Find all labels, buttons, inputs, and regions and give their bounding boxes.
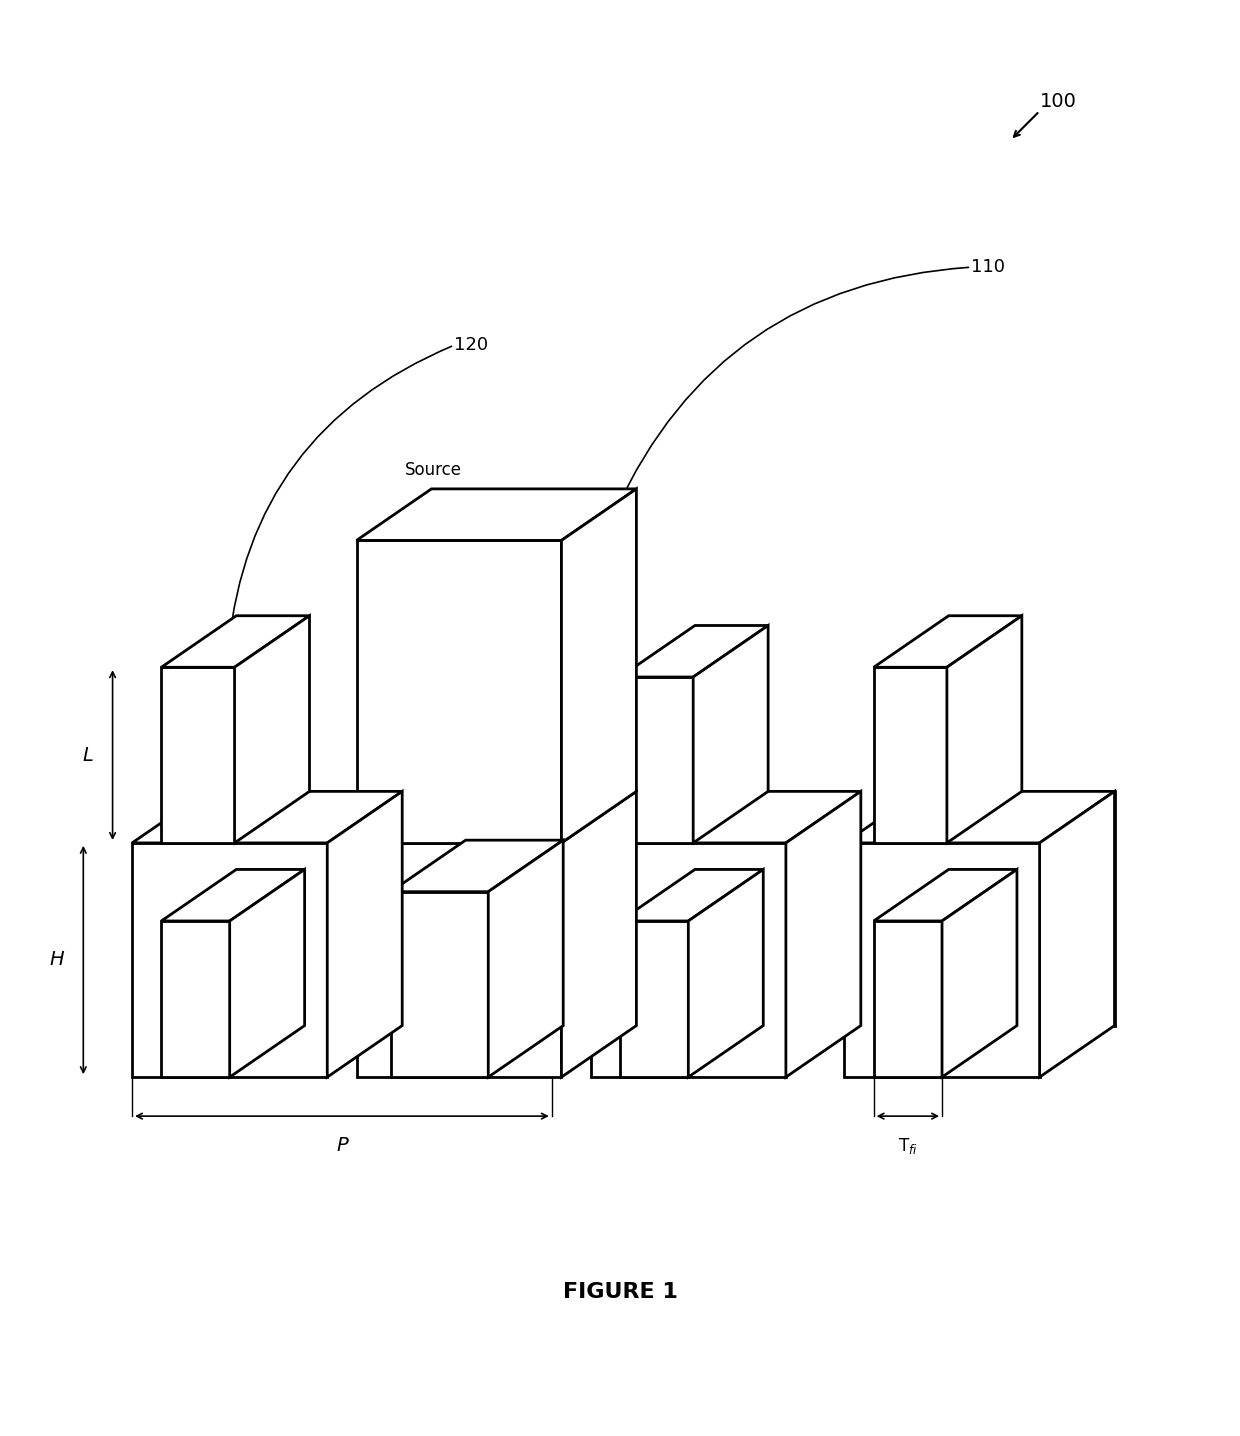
Polygon shape — [562, 791, 636, 1077]
Polygon shape — [590, 843, 786, 1077]
Polygon shape — [844, 843, 1039, 1077]
Text: T$_{fi}$: T$_{fi}$ — [898, 1136, 918, 1156]
Polygon shape — [590, 791, 861, 843]
Text: L: L — [82, 745, 93, 764]
Polygon shape — [133, 791, 402, 843]
Polygon shape — [357, 540, 562, 843]
Polygon shape — [844, 791, 1115, 843]
Polygon shape — [947, 616, 1022, 843]
Text: Source: Source — [405, 461, 463, 480]
Polygon shape — [357, 488, 636, 540]
Polygon shape — [942, 869, 1017, 1077]
Polygon shape — [693, 626, 768, 843]
Polygon shape — [391, 892, 489, 1077]
Polygon shape — [161, 668, 234, 843]
Polygon shape — [688, 869, 764, 1077]
Polygon shape — [161, 920, 229, 1077]
Polygon shape — [234, 616, 310, 843]
Polygon shape — [874, 869, 1017, 920]
Text: 100: 100 — [1039, 92, 1076, 111]
Polygon shape — [620, 920, 688, 1077]
Text: Drain: Drain — [417, 985, 463, 1002]
Text: H: H — [50, 951, 63, 969]
Polygon shape — [786, 791, 861, 1077]
Polygon shape — [620, 869, 764, 920]
Polygon shape — [161, 869, 305, 920]
Polygon shape — [357, 843, 562, 1077]
Polygon shape — [229, 869, 305, 1077]
Polygon shape — [874, 920, 942, 1077]
Polygon shape — [1039, 791, 1115, 1077]
Text: FIGURE 1: FIGURE 1 — [563, 1282, 677, 1302]
Polygon shape — [133, 843, 327, 1077]
Polygon shape — [919, 791, 1115, 1025]
Polygon shape — [327, 791, 402, 1077]
Polygon shape — [489, 840, 563, 1077]
Polygon shape — [874, 668, 947, 843]
Text: P: P — [336, 1136, 347, 1155]
Text: 110: 110 — [971, 258, 1006, 276]
Polygon shape — [357, 791, 636, 843]
Polygon shape — [562, 488, 636, 843]
Text: Gate: Gate — [475, 668, 518, 685]
Polygon shape — [874, 616, 1022, 668]
Polygon shape — [391, 840, 563, 892]
Polygon shape — [161, 616, 310, 668]
Polygon shape — [620, 626, 768, 676]
Text: 120: 120 — [454, 336, 489, 355]
Polygon shape — [620, 676, 693, 843]
